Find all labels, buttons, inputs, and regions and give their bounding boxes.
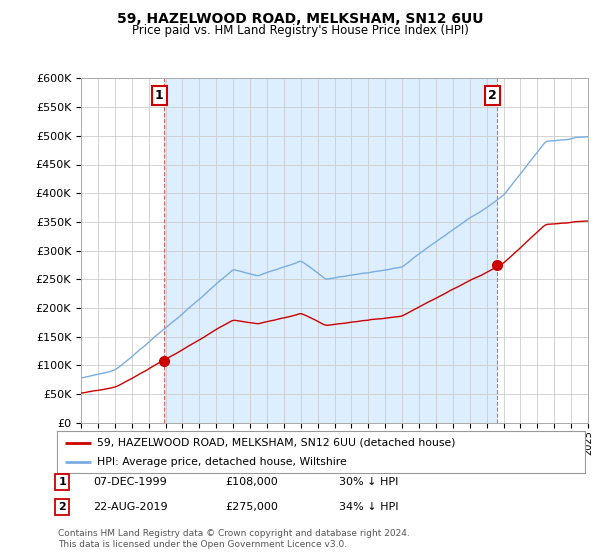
Bar (164, 78, 497, 423)
Text: 2: 2 (58, 502, 66, 512)
Text: 1: 1 (155, 88, 163, 102)
Text: 07-DEC-1999: 07-DEC-1999 (93, 477, 167, 487)
Text: 59, HAZELWOOD ROAD, MELKSHAM, SN12 6UU (detached house): 59, HAZELWOOD ROAD, MELKSHAM, SN12 6UU (… (97, 437, 455, 447)
Text: Contains HM Land Registry data © Crown copyright and database right 2024.
This d: Contains HM Land Registry data © Crown c… (58, 529, 410, 549)
Text: 30% ↓ HPI: 30% ↓ HPI (339, 477, 398, 487)
Text: 34% ↓ HPI: 34% ↓ HPI (339, 502, 398, 512)
Text: £275,000: £275,000 (225, 502, 278, 512)
Text: HPI: Average price, detached house, Wiltshire: HPI: Average price, detached house, Wilt… (97, 457, 346, 467)
Text: 2: 2 (488, 88, 497, 102)
Text: 1: 1 (58, 477, 66, 487)
Text: 22-AUG-2019: 22-AUG-2019 (93, 502, 167, 512)
Text: Price paid vs. HM Land Registry's House Price Index (HPI): Price paid vs. HM Land Registry's House … (131, 24, 469, 36)
Text: £108,000: £108,000 (225, 477, 278, 487)
Text: 59, HAZELWOOD ROAD, MELKSHAM, SN12 6UU: 59, HAZELWOOD ROAD, MELKSHAM, SN12 6UU (117, 12, 483, 26)
